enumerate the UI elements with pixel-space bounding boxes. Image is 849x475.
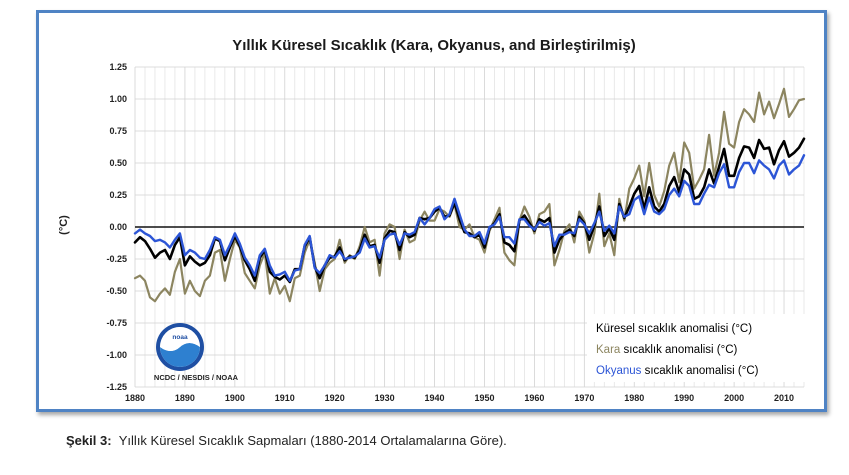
y-tick-label: 0.00	[109, 222, 127, 232]
logo-text: noaa	[172, 334, 188, 341]
x-tick-label: 1880	[125, 393, 145, 403]
grid	[134, 66, 805, 388]
x-tick-label: 1890	[175, 393, 195, 403]
legend-ocean-text: sıcaklık anomalisi (°C)	[641, 365, 758, 377]
x-tick-label: 1970	[574, 393, 594, 403]
legend-ocean-name: Okyanus	[596, 365, 642, 377]
y-tick-label: 1.00	[109, 94, 127, 104]
x-tick-label: 2000	[724, 393, 744, 403]
series-lines	[133, 87, 806, 303]
legend-global: Küresel sıcaklık anomalisi (°C)	[596, 323, 752, 335]
y-tick-label: 0.25	[109, 190, 127, 200]
legend-global-text: Küresel sıcaklık anomalisi (°C)	[596, 323, 752, 335]
x-tick-label: 1920	[325, 393, 345, 403]
x-tick-label: 1930	[375, 393, 395, 403]
chart-frame: Yıllık Küresel Sıcaklık (Kara, Okyanus, …	[36, 10, 827, 412]
x-tick-label: 1900	[225, 393, 245, 403]
x-tick-label: 1980	[624, 393, 644, 403]
tick-labels: 1.25 1.00 0.75 0.50 0.25 0.00 -0.25 -0.50 -0.75 -…	[106, 62, 794, 403]
figure-caption: Şekil 3: Yıllık Küresel Sıcaklık Sapmala…	[66, 433, 507, 448]
x-tick-label: 1990	[674, 393, 694, 403]
legend-land: Kara sıcaklık anomalisi (°C)	[596, 344, 738, 356]
global-series-line	[133, 137, 806, 284]
caption-label: Şekil 3:	[66, 433, 112, 448]
x-tick-label: 1940	[425, 393, 445, 403]
y-tick-label: 1.25	[109, 62, 127, 72]
land-series-line	[133, 87, 806, 303]
caption-text: Yıllık Küresel Sıcaklık Sapmaları (1880-…	[118, 433, 507, 448]
y-tick-label: -0.25	[106, 254, 127, 264]
x-tick-label: 2010	[774, 393, 794, 403]
legend-ocean: Okyanus sıcaklık anomalisi (°C)	[596, 365, 759, 377]
ocean-series-line	[133, 154, 806, 282]
x-tick-label: 1960	[524, 393, 544, 403]
y-tick-label: -1.00	[106, 350, 127, 360]
y-tick-label: 0.75	[109, 126, 127, 136]
y-tick-label: -0.50	[106, 286, 127, 296]
y-tick-label: -0.75	[106, 318, 127, 328]
x-tick-label: 1950	[474, 393, 494, 403]
agency-label: NCDC / NESDIS / NOAA	[154, 373, 239, 382]
legend-land-text: sıcaklık anomalisi (°C)	[620, 344, 737, 356]
y-tick-label: 0.50	[109, 158, 127, 168]
x-tick-label: 1910	[275, 393, 295, 403]
legend-land-name: Kara	[596, 344, 621, 356]
legend: Küresel sıcaklık anomalisi (°C) Kara sıc…	[587, 314, 811, 382]
noaa-logo: noaa NCDC / NESDIS / NOAA	[154, 323, 239, 382]
chart: Yıllık Küresel Sıcaklık (Kara, Okyanus, …	[58, 37, 811, 403]
y-axis-label: (°C)	[58, 215, 70, 235]
y-tick-label: -1.25	[106, 382, 127, 392]
chart-title: Yıllık Küresel Sıcaklık (Kara, Okyanus, …	[232, 37, 636, 54]
